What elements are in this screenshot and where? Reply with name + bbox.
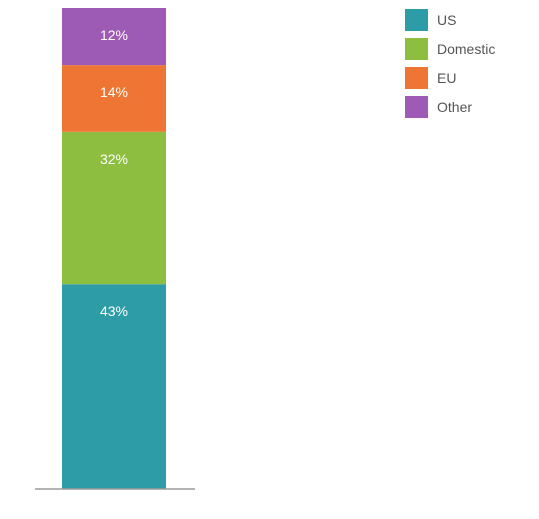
data-label-domestic: 32% bbox=[100, 151, 128, 167]
data-label-eu: 14% bbox=[100, 84, 128, 100]
bar-segment-domestic bbox=[62, 131, 166, 285]
legend-swatch-eu bbox=[405, 67, 428, 89]
bar-segment-other bbox=[62, 8, 166, 66]
bar-segment-us bbox=[62, 284, 166, 489]
legend-swatch-domestic bbox=[405, 38, 428, 60]
bar-segments bbox=[62, 8, 166, 489]
legend-label-eu: EU bbox=[437, 70, 456, 86]
legend-label-other: Other bbox=[437, 99, 472, 115]
legend: US Domestic EU Other bbox=[405, 9, 495, 118]
legend-label-us: US bbox=[437, 12, 456, 28]
bar-segment-eu bbox=[62, 65, 166, 132]
data-label-us: 43% bbox=[100, 303, 128, 319]
segment-labels: 43% 32% 14% 12% bbox=[100, 27, 128, 319]
data-label-other: 12% bbox=[100, 27, 128, 43]
legend-label-domestic: Domestic bbox=[437, 41, 495, 57]
legend-swatch-us bbox=[405, 9, 428, 31]
legend-swatch-other bbox=[405, 96, 428, 118]
